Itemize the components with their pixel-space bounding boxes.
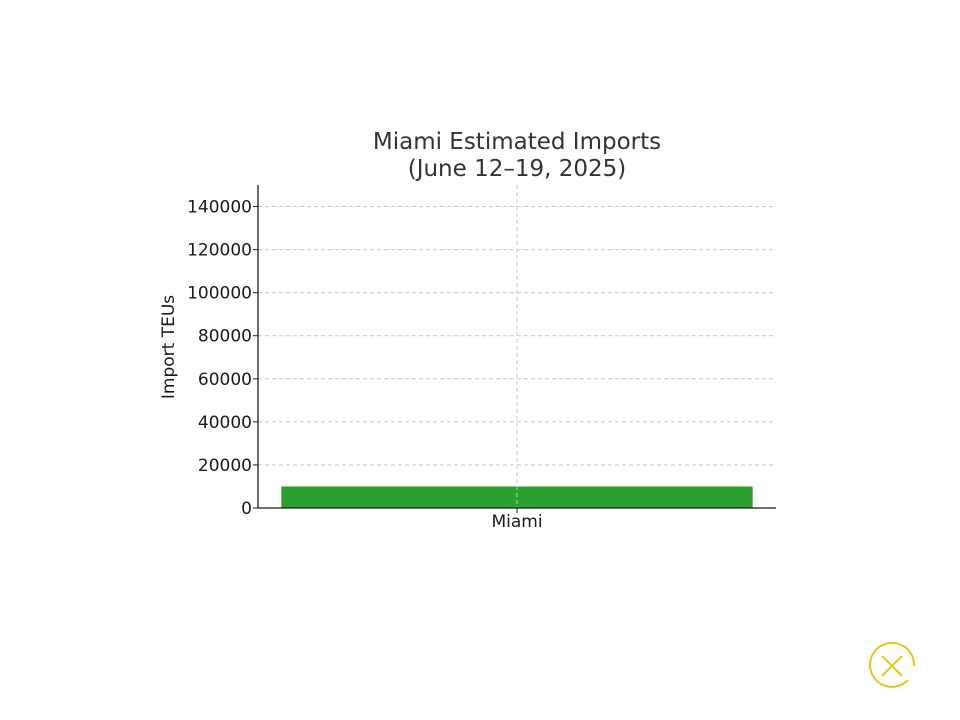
y-ticks: 0 20000 40000 60000 80000 100000 120000 140000: [187, 198, 258, 519]
x-tick-label: Miami: [491, 512, 542, 532]
chart-title-line-2: (June 12–19, 2025): [408, 156, 627, 182]
bar: [281, 486, 753, 508]
chart-title-line-1: Miami Estimated Imports: [373, 129, 661, 155]
y-axis-label: Import TEUs: [159, 295, 179, 399]
y-tick-label: 60000: [198, 370, 252, 390]
y-tick-label: 80000: [198, 327, 252, 347]
y-tick-label: 0: [241, 499, 252, 519]
close-button[interactable]: [866, 640, 918, 692]
x-ticks: Miami: [491, 508, 543, 532]
y-tick-label: 20000: [198, 456, 252, 476]
close-icon: [869, 641, 916, 688]
y-tick-label: 100000: [187, 284, 252, 304]
bars: [281, 486, 753, 508]
y-tick-label: 40000: [198, 413, 252, 433]
y-tick-label: 120000: [187, 241, 252, 261]
y-tick-label: 140000: [187, 198, 252, 218]
